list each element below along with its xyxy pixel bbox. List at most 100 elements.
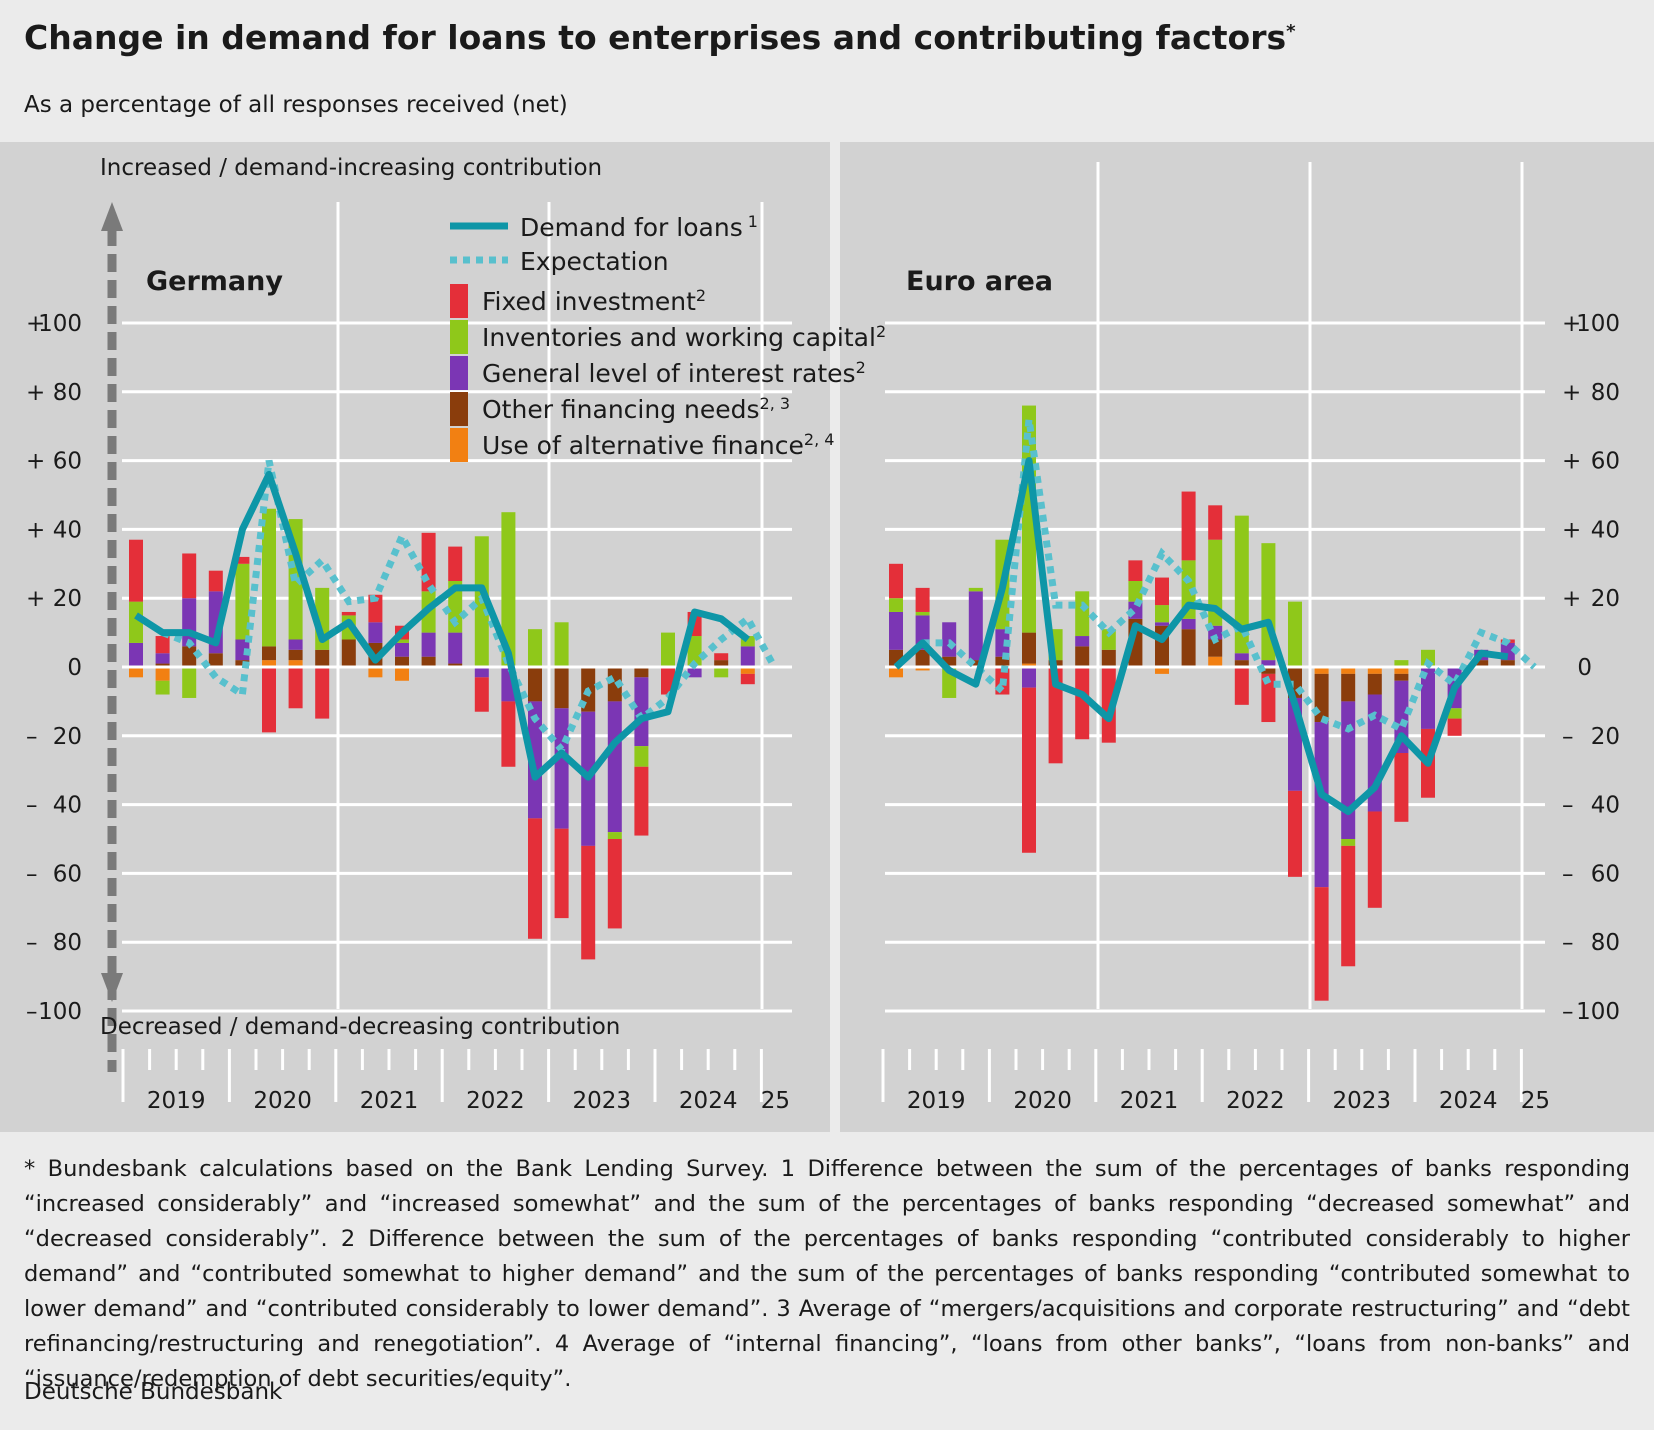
bar-inventories-2019Q2 — [915, 611, 930, 616]
bar-interest-rates-2022Q1 — [448, 632, 463, 664]
bar-other-financing-2022Q3 — [1261, 667, 1276, 674]
ytick-label-left: 100 — [38, 999, 82, 1025]
expectation-line-euro-area — [922, 418, 1537, 734]
bar-fixed-investment-2020Q4 — [1075, 667, 1090, 740]
bar-other-financing-2019Q2 — [915, 649, 930, 667]
bar-inventories-2023Q3 — [607, 832, 622, 839]
ytick-sign-right: + — [1562, 517, 1581, 543]
bar-interest-rates-2021Q2 — [368, 622, 383, 643]
ytick-label-left: 80 — [53, 930, 82, 956]
arrow-down-head — [101, 973, 123, 1002]
bar-other-financing-2021Q1 — [341, 639, 356, 667]
ytick-label-right: 20 — [1591, 586, 1620, 612]
ytick-sign-left: – — [26, 724, 38, 750]
bar-other-financing-2022Q1 — [1208, 639, 1223, 657]
bar-alternative-finance-2019Q1 — [129, 667, 143, 678]
year-label-germany-2022: 2022 — [466, 1088, 525, 1114]
bar-alternative-finance-2023Q4 — [1394, 667, 1409, 674]
ytick-label-right: 40 — [1591, 517, 1620, 543]
year-label-germany-2020: 2020 — [253, 1088, 312, 1114]
ytick-label-right: 100 — [1576, 311, 1620, 337]
bar-other-financing-2022Q2 — [1234, 660, 1249, 667]
year-label-euro-area-2019: 2019 — [907, 1088, 966, 1114]
ytick-label-right: 20 — [1591, 724, 1620, 750]
ytick-sign-left: + — [26, 449, 45, 475]
bar-other-financing-2022Q4 — [528, 667, 542, 702]
ytick-sign-left: – — [26, 861, 38, 887]
title-marker: * — [1286, 21, 1296, 42]
year-label-germany-25: 25 — [761, 1088, 790, 1114]
ytick-label-right: 80 — [1591, 380, 1620, 406]
year-label-euro-area-2023: 2023 — [1333, 1088, 1392, 1114]
bar-inventories-2024Q1 — [661, 632, 675, 667]
year-label-euro-area-2020: 2020 — [1013, 1088, 1072, 1114]
bar-fixed-investment-2022Q2 — [1234, 667, 1249, 705]
bar-inventories-2021Q3 — [1155, 605, 1169, 623]
bar-inventories-2022Q2 — [1234, 515, 1249, 654]
arrow-up-head — [101, 202, 123, 231]
bar-inventories-2022Q1 — [1208, 539, 1223, 626]
bar-inventories-2023Q4 — [1394, 660, 1409, 667]
ytick-label-left: 40 — [53, 793, 82, 819]
year-label-euro-area-2021: 2021 — [1120, 1088, 1179, 1114]
bar-other-financing-2019Q2 — [155, 663, 170, 667]
legend-demand-label: Demand for loans 1 — [520, 212, 758, 242]
ytick-label-left: 0 — [67, 655, 82, 681]
bar-other-financing-2020Q2 — [262, 646, 276, 661]
bar-inventories-2024Q3 — [714, 667, 729, 678]
bar-other-financing-2020Q1 — [995, 656, 1010, 667]
bar-fixed-investment-2022Q3 — [1261, 673, 1276, 723]
bar-interest-rates-2024Q4 — [740, 646, 755, 667]
bar-interest-rates-2023Q1 — [1314, 722, 1329, 888]
bar-alternative-finance-2022Q1 — [1208, 656, 1223, 667]
bar-fixed-investment-2021Q1 — [341, 611, 356, 616]
bar-fixed-investment-2024Q3 — [714, 653, 729, 661]
panel-germany: Germany 2019 2020 2021 2022 2023 2024 25 — [121, 202, 792, 1114]
ytick-sign-right: + — [1562, 380, 1581, 406]
bar-alternative-finance-2024Q4 — [740, 667, 755, 674]
source-label: Deutsche Bundesbank — [24, 1379, 283, 1405]
bar-inventories-2020Q4 — [1075, 591, 1090, 637]
bar-inventories-2024Q4 — [740, 636, 755, 647]
demand-line-euro-area — [893, 457, 1509, 815]
legend-fixed-investment-label: Fixed investment2 — [482, 286, 706, 316]
ytick-sign-right: – — [1562, 793, 1574, 819]
bar-other-financing-2023Q4 — [634, 667, 649, 678]
ytick-sign-left: + — [26, 380, 45, 406]
bar-alternative-finance-2020Q3 — [288, 660, 303, 667]
bar-alternative-finance-2023Q1 — [1314, 667, 1329, 674]
bar-other-financing-2024Q3 — [714, 660, 729, 667]
bar-other-financing-2020Q4 — [1075, 646, 1090, 667]
bar-alternative-finance-2020Q2 — [1022, 663, 1036, 667]
legend-other-financing-label: Other financing needs2, 3 — [482, 394, 790, 424]
bar-fixed-investment-2020Q1 — [235, 556, 250, 564]
bar-interest-rates-2024Q2 — [687, 667, 702, 678]
bar-other-financing-2019Q3 — [942, 656, 957, 667]
bar-interest-rates-2021Q4 — [421, 632, 436, 657]
bar-inventories-2019Q1 — [129, 601, 143, 643]
bar-fixed-investment-2024Q4 — [740, 673, 755, 685]
legend-inventories-label: Inventories and working capital2 — [482, 322, 886, 352]
gridlines-germany — [122, 202, 792, 1013]
legend-interest-rates-swatch — [450, 356, 468, 390]
bar-interest-rates-2023Q1 — [554, 708, 569, 829]
bar-fixed-investment-2020Q2 — [1022, 687, 1036, 853]
bar-interest-rates-2022Q3 — [1261, 660, 1276, 667]
bar-fixed-investment-2019Q2 — [155, 636, 170, 654]
ytick-sign-right: – — [1562, 930, 1574, 956]
bar-alternative-finance-2019Q1 — [889, 667, 903, 678]
bar-alternative-finance-2019Q2 — [915, 667, 930, 671]
bar-fixed-investment-2020Q4 — [315, 667, 330, 719]
bar-interest-rates-2022Q2 — [474, 667, 489, 678]
bar-interest-rates-2019Q1 — [889, 611, 903, 650]
year-label-germany-2023: 2023 — [573, 1088, 632, 1114]
bar-inventories-2023Q2 — [1341, 839, 1356, 846]
bar-interest-rates-2019Q4 — [968, 591, 983, 661]
bar-inventories-2022Q4 — [528, 629, 542, 667]
bar-interest-rates-2019Q3 — [182, 598, 197, 647]
bar-other-financing-2023Q2 — [1341, 673, 1356, 702]
bar-other-financing-2019Q4 — [208, 653, 223, 667]
legend-other-financing-swatch — [450, 392, 468, 426]
bar-interest-rates-2020Q3 — [288, 639, 303, 650]
